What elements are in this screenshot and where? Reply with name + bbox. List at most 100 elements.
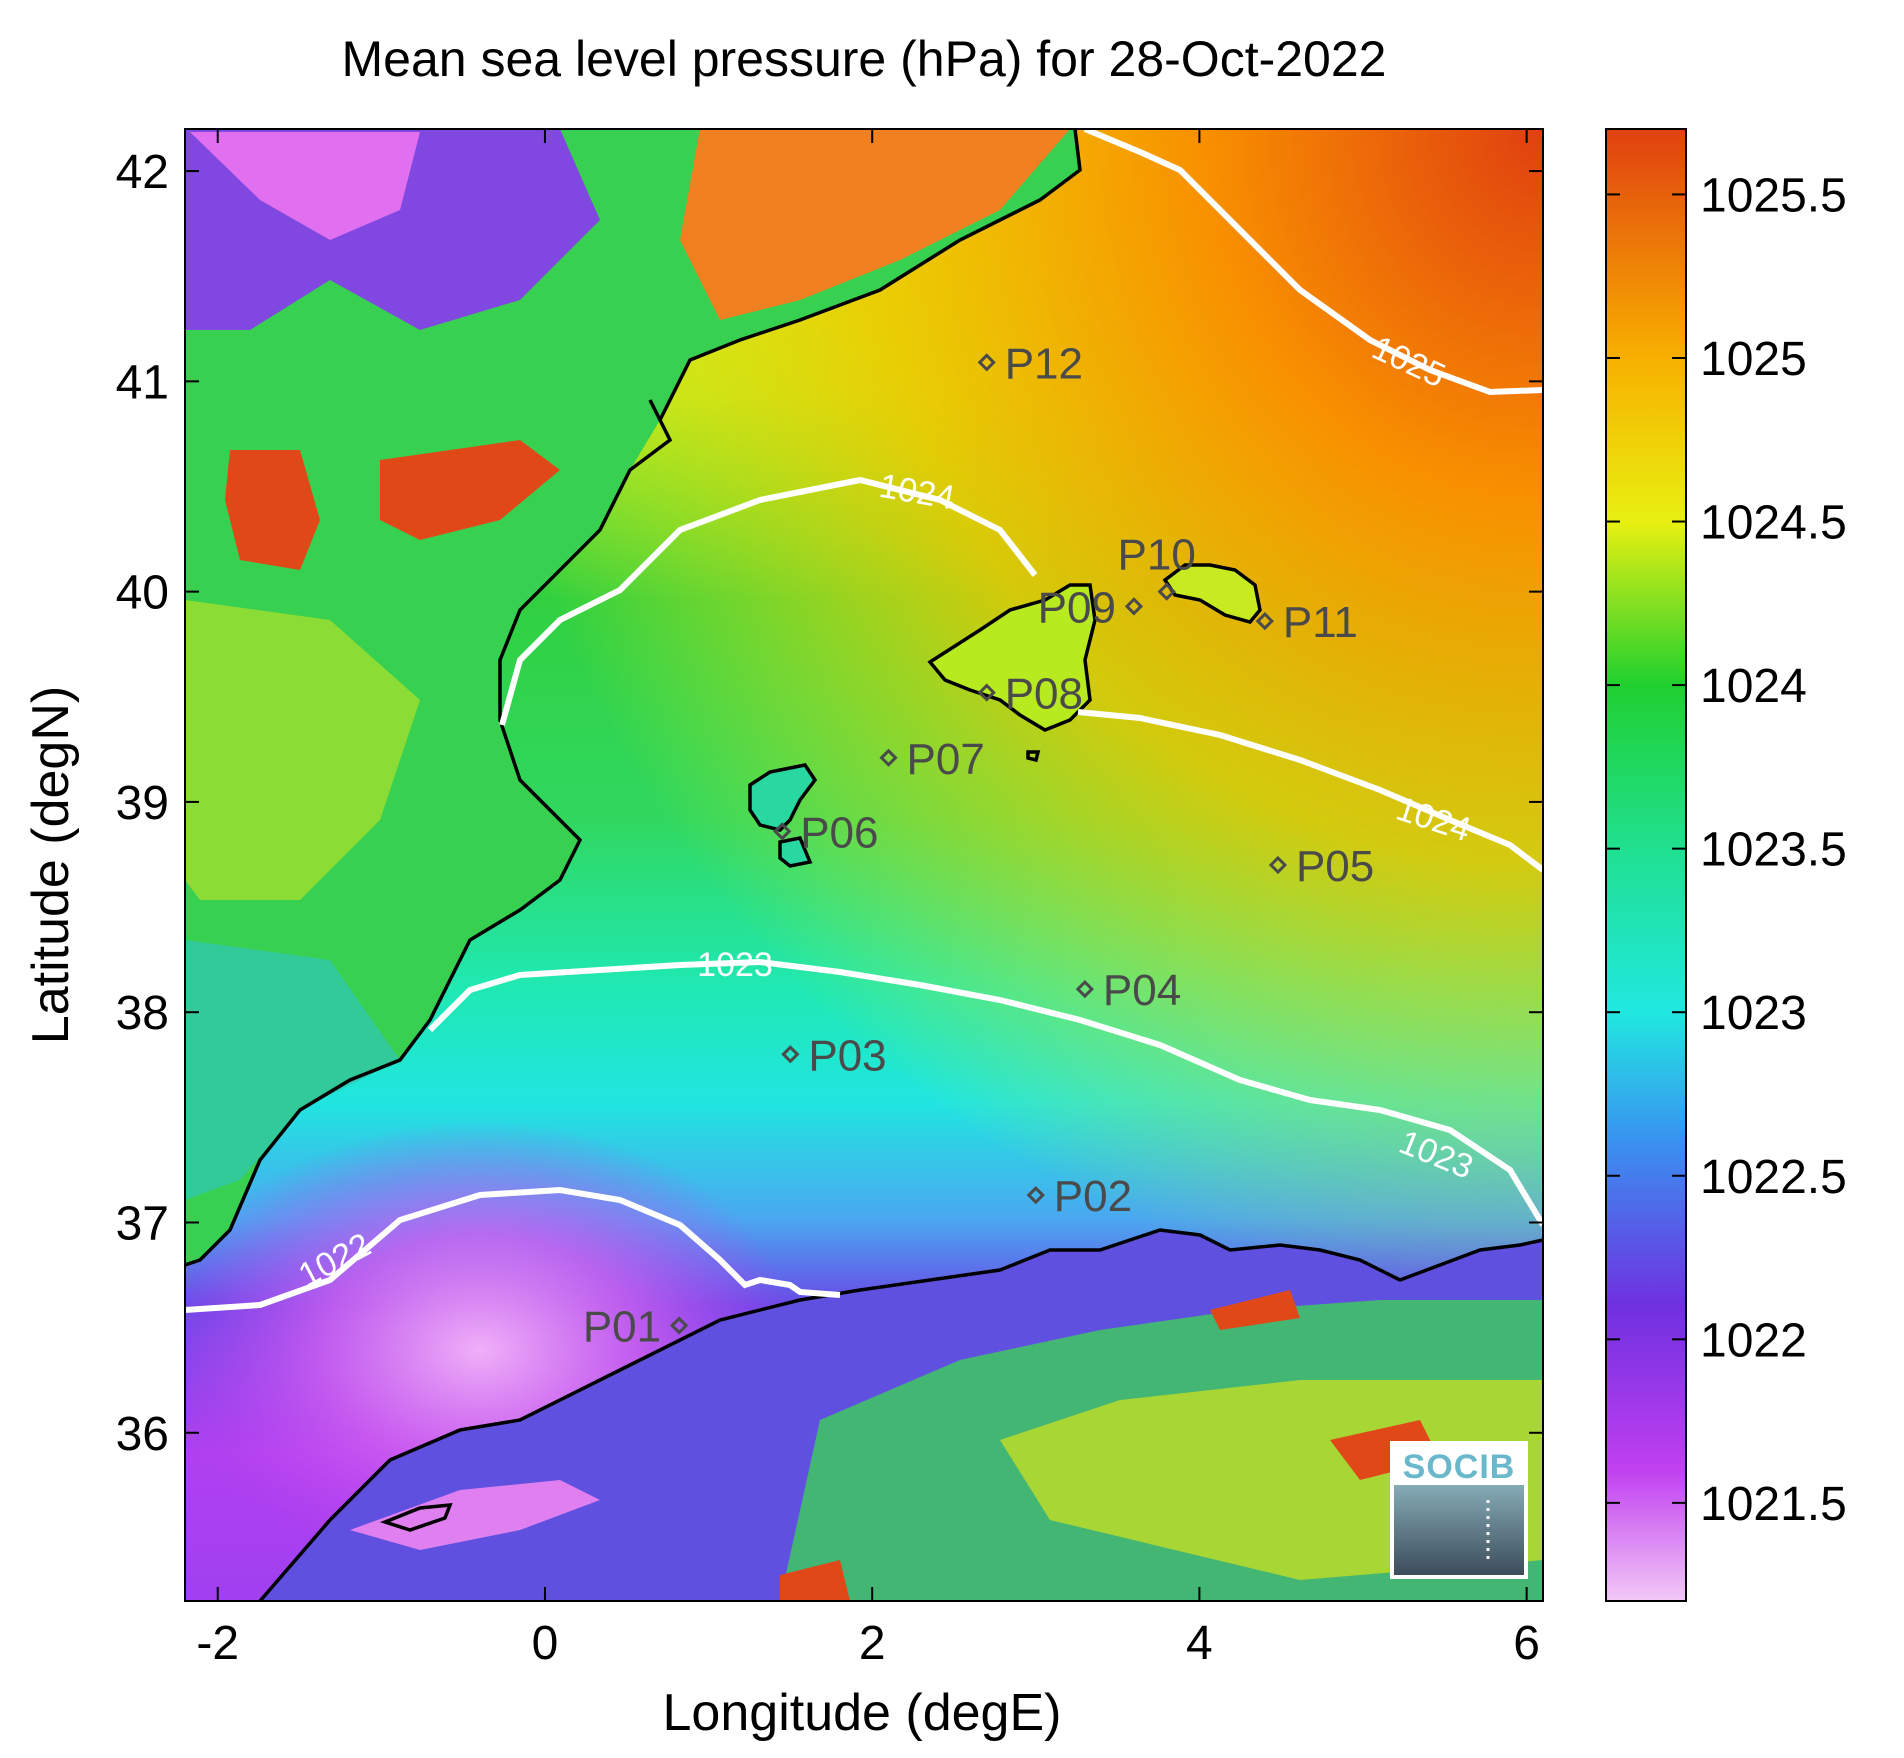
iberia-coastal-plain: [185, 940, 400, 1200]
station-label: P07: [907, 735, 985, 784]
colorbar-tick-label: 1025: [1700, 333, 1807, 386]
menorca-island: [1165, 565, 1260, 622]
colorbar-tick-label: 1024.5: [1700, 497, 1847, 550]
station-marker: [1026, 1186, 1045, 1205]
station-label: P02: [1054, 1172, 1132, 1221]
africa-light-patch: [350, 1480, 600, 1550]
colorbar-tick-label: 1023.5: [1700, 824, 1847, 877]
plot-frame: [184, 128, 1544, 1602]
station-label: P01: [583, 1303, 661, 1352]
colorbar-ramp: [1605, 128, 1687, 1602]
station-label: P10: [1118, 531, 1196, 580]
socib-logo: SOCIB: [1390, 1441, 1528, 1579]
cabrera-coastline: [1026, 750, 1041, 763]
y-tick-label: 37: [116, 1197, 169, 1250]
station-marker: [1124, 597, 1144, 616]
station-marker: [781, 1045, 800, 1064]
station-p08: P08: [977, 670, 1083, 719]
station-p03: P03: [781, 1031, 887, 1080]
station-p09: P09: [1038, 583, 1144, 632]
colorbar-tick-label: 1023: [1700, 987, 1807, 1040]
isobar-1024-east: [1077, 709, 1543, 873]
mallorca-island: [930, 585, 1095, 730]
y-tick-label: 42: [116, 146, 169, 199]
iberia-yellow-band: [185, 600, 420, 900]
iberia-land: [185, 129, 1080, 1265]
y-tick-label: 38: [116, 987, 169, 1040]
station-marker: [977, 353, 996, 372]
colorbar-tick-label: 1024: [1700, 660, 1807, 713]
menorca-coastline: [1162, 563, 1262, 624]
colorbar: 1021.5 1022 1022.5 1023 1023.5 1024 1024.5 1025…: [1605, 128, 1847, 1602]
isobar-1024-north: [499, 476, 1038, 726]
colorbar-tick-label: 1021.5: [1700, 1478, 1847, 1531]
ibiza-island: [750, 765, 815, 830]
station-label: P03: [808, 1031, 886, 1080]
y-tick-label: 39: [116, 777, 169, 830]
alboran-coastline: [379, 1502, 453, 1532]
y-tick-label: 40: [116, 567, 169, 620]
x-tick-label: 6: [1513, 1617, 1540, 1670]
colorbar-tick-label: 1025.5: [1700, 169, 1847, 222]
x-tick-label: 2: [859, 1617, 886, 1670]
isobar-1023: [427, 958, 1543, 1227]
colorbar-tick-label: 1022: [1700, 1314, 1807, 1367]
station-p05: P05: [1268, 842, 1374, 891]
colorbar-ticks: 1021.5 1022 1022.5 1023 1023.5 1024 1024.5 1025…: [1606, 169, 1847, 1531]
africa-red-patch-2: [1210, 1290, 1300, 1330]
isobar-1022: [185, 1186, 841, 1313]
y-axis: 36 37 38 39 40 41 42: [116, 146, 1543, 1461]
map-panel: [185, 129, 1543, 1601]
logo-top-band: [1394, 1445, 1524, 1485]
formentera-coastline: [778, 836, 813, 868]
station-p02: P02: [1026, 1172, 1132, 1221]
coastlines: [185, 129, 1543, 1601]
africa-red-patch-3: [780, 1560, 850, 1601]
station-label: P04: [1103, 966, 1181, 1015]
station-marker: [1157, 582, 1176, 601]
station-label: P06: [800, 808, 878, 857]
station-p11: P11: [1255, 598, 1358, 647]
station-marker: [977, 683, 996, 702]
x-axis: -2 0 2 4 6: [196, 129, 1540, 1670]
station-marker: [669, 1316, 689, 1335]
isobars: [185, 129, 1543, 1313]
station-label: P05: [1296, 842, 1374, 891]
iberia-coastline: [185, 129, 1082, 1267]
logo-text: SOCIB: [1403, 1448, 1516, 1486]
station-label: P09: [1038, 583, 1116, 632]
chart-title: Mean sea level pressure (hPa) for 28-Oct…: [342, 31, 1387, 87]
ibiza-coastline: [748, 763, 818, 832]
station-label: P12: [1005, 339, 1083, 388]
station-marker: [773, 822, 792, 841]
isobar-label-1023-west: 1023: [697, 946, 773, 984]
station-marker: [1255, 611, 1274, 631]
x-tick-label: 0: [532, 1617, 559, 1670]
y-tick-label: 36: [116, 1408, 169, 1461]
africa-coastline: [258, 1228, 1543, 1601]
colorbar-tick-label: 1022.5: [1700, 1151, 1847, 1204]
station-p10: P10: [1118, 531, 1196, 601]
mallorca-coastline: [927, 583, 1097, 732]
station-p12: P12: [977, 339, 1083, 388]
station-marker: [879, 748, 898, 767]
station-p01: P01: [583, 1303, 689, 1352]
iberia-northwest-lilac: [190, 132, 420, 240]
station-p07: P07: [879, 735, 985, 784]
x-axis-label: Longitude (degE): [663, 1684, 1062, 1742]
iberia-highlands-1: [225, 450, 320, 570]
station-marker: [1268, 855, 1288, 875]
station-p04: P04: [1075, 966, 1181, 1015]
iberia-highlands-2: [380, 440, 560, 540]
iberia-ridge-north: [680, 129, 1070, 320]
station-label: P08: [1005, 670, 1083, 719]
station-p06: P06: [773, 808, 878, 857]
y-axis-label: Latitude (degN): [22, 686, 80, 1044]
x-tick-label: 4: [1186, 1617, 1213, 1670]
station-marker: [1075, 979, 1095, 999]
x-tick-label: -2: [196, 1617, 239, 1670]
y-tick-label: 41: [116, 356, 169, 409]
isobar-1025: [1083, 129, 1543, 396]
